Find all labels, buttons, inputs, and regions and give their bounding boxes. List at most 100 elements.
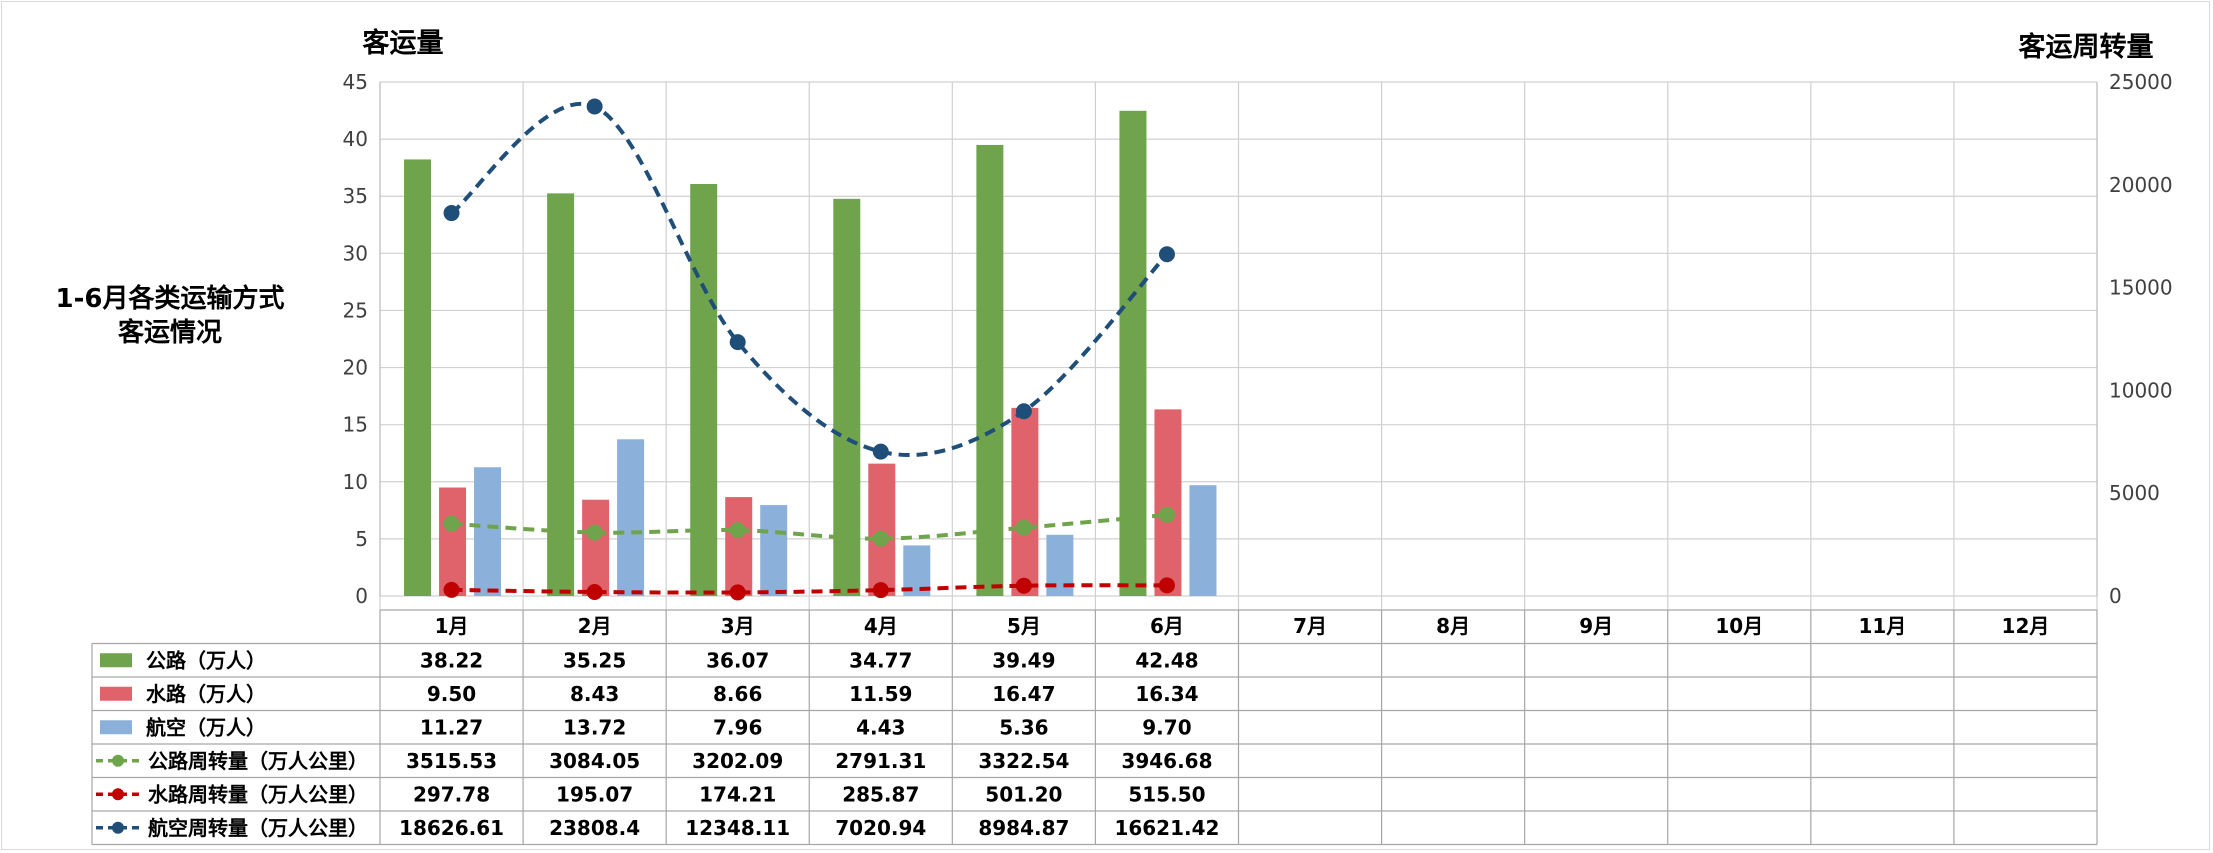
bar — [1011, 407, 1039, 596]
table-cell: 11.59 — [849, 682, 912, 706]
bar — [547, 193, 575, 596]
left-tick-label: 20 — [343, 356, 368, 380]
right-tick-label: 5000 — [2109, 481, 2160, 505]
table-cell: 3515.53 — [406, 749, 497, 773]
month-label: 1月 — [435, 614, 469, 638]
line-point — [1158, 246, 1175, 263]
bar — [474, 467, 502, 596]
month-label: 2月 — [578, 614, 612, 638]
table-cell: 3322.54 — [978, 749, 1069, 773]
right-axis-title: 客运周转量 — [2019, 31, 2154, 63]
month-label: 7月 — [1293, 614, 1327, 638]
table-cell: 515.50 — [1128, 782, 1205, 806]
bar — [582, 499, 610, 596]
table-cell: 9.70 — [1142, 715, 1191, 739]
right-tick-label: 0 — [2109, 584, 2122, 608]
table-cell: 39.49 — [992, 648, 1055, 672]
legend-label: 航空周转量（万人公里） — [148, 816, 368, 840]
legend-label: 水路周转量（万人公里） — [148, 782, 368, 806]
series-line — [450, 101, 1169, 457]
month-label: 5月 — [1007, 614, 1041, 638]
table-cell: 38.22 — [420, 648, 483, 672]
line-point — [872, 530, 889, 547]
legend-key — [100, 686, 132, 701]
left-axis-title: 客运量 — [363, 27, 444, 59]
left-tick-label: 0 — [355, 584, 368, 608]
table-cell: 36.07 — [706, 648, 769, 672]
right-tick-label: 25000 — [2109, 70, 2173, 94]
legend-key — [100, 720, 132, 735]
line-point — [1015, 403, 1032, 420]
month-label: 8月 — [1436, 614, 1470, 638]
line-point — [443, 515, 460, 532]
table-cell: 12348.11 — [685, 816, 790, 840]
bar — [868, 463, 896, 596]
legend-key — [112, 754, 124, 767]
table-cell: 4.43 — [856, 715, 905, 739]
bar — [1154, 409, 1182, 596]
left-tick-label: 40 — [343, 127, 368, 151]
line-point — [872, 582, 889, 599]
bar — [725, 497, 753, 596]
table-cell: 16.34 — [1135, 682, 1198, 706]
line-point — [586, 524, 603, 541]
month-label: 11月 — [1858, 614, 1906, 638]
series-line — [451, 512, 1168, 541]
bar — [439, 487, 467, 596]
line-point — [1015, 519, 1032, 536]
left-tick-label: 5 — [355, 527, 368, 551]
line-point — [1015, 577, 1032, 594]
table-cell: 297.78 — [413, 782, 490, 806]
line-point — [586, 583, 603, 600]
line-point — [729, 522, 746, 539]
table-cell: 2791.31 — [835, 749, 926, 773]
legend-label: 水路（万人） — [146, 682, 266, 706]
table-cell: 195.07 — [556, 782, 633, 806]
legend-key — [112, 821, 124, 834]
table-cell: 3946.68 — [1121, 749, 1212, 773]
table-cell: 42.48 — [1135, 648, 1198, 672]
table-cell: 8984.87 — [978, 816, 1069, 840]
month-label: 9月 — [1579, 614, 1613, 638]
left-tick-label: 25 — [343, 298, 368, 322]
line-point — [729, 584, 746, 601]
table-cell: 13.72 — [563, 715, 626, 739]
legend-label: 公路（万人） — [146, 648, 266, 672]
table-cell: 3084.05 — [549, 749, 640, 773]
month-label: 10月 — [1715, 614, 1763, 638]
table-cell: 7020.94 — [835, 816, 926, 840]
bar — [617, 439, 645, 596]
table-cell: 16.47 — [992, 682, 1055, 706]
legend-label: 航空（万人） — [146, 715, 266, 739]
bar — [404, 159, 432, 596]
chart-title-line-1: 1-6月各类运输方式 — [55, 284, 285, 314]
right-tick-label: 15000 — [2109, 276, 2173, 300]
legend-key — [112, 788, 124, 801]
left-tick-label: 15 — [343, 413, 368, 437]
table-cell: 11.27 — [420, 715, 483, 739]
table-cell: 5.36 — [999, 715, 1048, 739]
left-tick-label: 10 — [343, 470, 368, 494]
line-point — [1158, 577, 1175, 594]
bar — [760, 505, 788, 596]
table-cell: 35.25 — [563, 648, 626, 672]
left-tick-label: 35 — [343, 184, 368, 208]
table-cell: 8.66 — [713, 682, 762, 706]
line-point — [872, 443, 889, 460]
table-cell: 23808.4 — [549, 816, 640, 840]
table-cell: 16621.42 — [1114, 816, 1219, 840]
table-cell: 34.77 — [849, 648, 912, 672]
bar — [833, 198, 861, 596]
month-label: 3月 — [721, 614, 755, 638]
table-cell: 8.43 — [570, 682, 619, 706]
month-label: 6月 — [1150, 614, 1184, 638]
table-cell: 3202.09 — [692, 749, 783, 773]
left-tick-label: 45 — [343, 70, 368, 94]
line-point — [443, 581, 460, 598]
chart-title: 1-6月各类运输方式 客运情况 — [20, 282, 320, 350]
line-point — [729, 334, 746, 351]
table-cell: 174.21 — [699, 782, 776, 806]
bar — [1119, 110, 1147, 596]
